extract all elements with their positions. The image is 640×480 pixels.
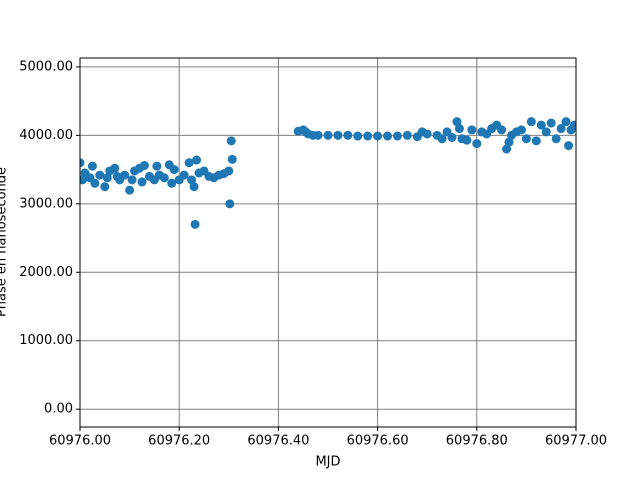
data-point (102, 173, 112, 183)
data-point (189, 182, 199, 192)
data-point (343, 130, 353, 140)
x-tick-label: 60976.60 (347, 434, 409, 449)
data-point (521, 134, 531, 144)
data-point (363, 131, 373, 141)
data-point (127, 175, 137, 185)
data-point (353, 131, 363, 141)
data-point (556, 124, 566, 134)
data-point (454, 124, 464, 134)
data-point (224, 166, 234, 176)
data-point (125, 185, 135, 195)
axes-frame (79, 57, 577, 428)
data-point (392, 131, 402, 141)
data-point (179, 170, 189, 180)
y-tick-label: 3000.00 (19, 196, 73, 211)
data-point (526, 117, 536, 127)
data-point (227, 154, 237, 164)
y-tick-label: 2000.00 (19, 265, 73, 280)
data-point (462, 135, 472, 145)
x-tick-label: 60976.80 (446, 434, 508, 449)
y-tick-label: 4000.00 (19, 128, 73, 143)
data-point (80, 175, 87, 185)
data-point (467, 125, 477, 135)
data-point (437, 134, 447, 144)
data-point (95, 170, 105, 180)
data-point (551, 134, 561, 144)
y-tick-label: 1000.00 (19, 333, 73, 348)
data-point (452, 117, 462, 127)
data-point (225, 199, 235, 209)
data-point (570, 120, 576, 130)
data-point (184, 158, 194, 168)
x-tick-label: 60976.00 (49, 434, 111, 449)
data-point (226, 136, 236, 146)
y-tick-label: 0.00 (44, 402, 73, 417)
data-point (187, 175, 197, 185)
data-point (87, 161, 97, 171)
data-point (402, 130, 412, 140)
data-point (541, 127, 551, 137)
data-point (167, 178, 177, 188)
data-point (502, 144, 512, 154)
data-point (90, 178, 100, 188)
data-point (169, 165, 179, 175)
x-tick-label: 60976.20 (148, 434, 210, 449)
x-tick-label: 60977.00 (545, 434, 607, 449)
y-tick-label: 5000.00 (19, 59, 73, 74)
data-point (313, 130, 323, 140)
data-point (383, 131, 393, 141)
data-point (192, 155, 202, 165)
data-point (120, 170, 130, 180)
data-point (561, 117, 571, 127)
data-point (80, 158, 85, 168)
x-axis-label: MJD (315, 455, 340, 470)
data-point (110, 163, 120, 173)
data-point (159, 173, 169, 183)
data-point (373, 131, 383, 141)
data-point (531, 136, 541, 146)
data-point (323, 130, 333, 140)
data-point (504, 137, 514, 147)
x-tick-label: 60976.40 (247, 434, 309, 449)
data-point (497, 125, 507, 135)
data-point (546, 118, 556, 128)
y-axis-label: Phase en nanoseconde (0, 167, 10, 317)
data-point (472, 139, 482, 149)
data-point (137, 177, 147, 187)
data-point (422, 129, 432, 139)
data-point (516, 125, 526, 135)
data-point (447, 132, 457, 142)
data-point (333, 130, 343, 140)
data-point (100, 182, 110, 192)
data-point (139, 160, 149, 170)
data-point (536, 120, 546, 130)
data-point (564, 141, 574, 151)
data-point (190, 219, 200, 229)
data-point (152, 161, 162, 171)
